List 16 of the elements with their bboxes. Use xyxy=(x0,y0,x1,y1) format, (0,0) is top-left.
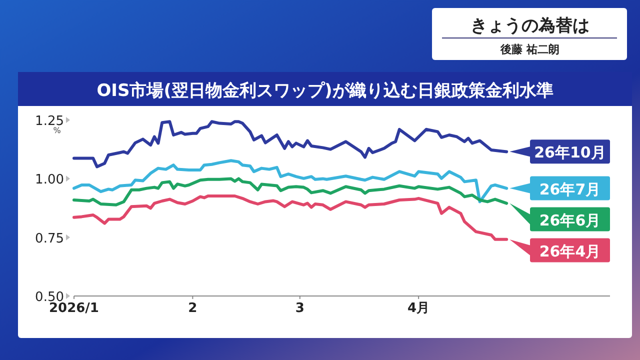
line-series xyxy=(72,177,508,206)
x-tick-label: 4月 xyxy=(408,301,430,316)
line-series xyxy=(72,194,508,241)
text: きょうの為替は xyxy=(470,16,590,36)
legend-label: 26年10月 xyxy=(534,144,606,162)
line-series xyxy=(72,120,508,168)
y-tick-label: 1.00 xyxy=(35,172,64,188)
legend-label: 26年4月 xyxy=(539,242,601,260)
text: 後藤 祐二朗 xyxy=(500,43,560,56)
chart-title: OIS市場(翌日物金利スワップ)が織り込む日銀政策金利水準 xyxy=(96,81,554,101)
legend-label: 26年7月 xyxy=(539,180,601,198)
y-axis-title: % xyxy=(53,126,62,135)
x-tick-label: 3 xyxy=(295,301,304,316)
x-tick-label: 2 xyxy=(188,301,198,316)
legend-label: 26年6月 xyxy=(539,211,601,230)
y-tick-label: 0.75 xyxy=(35,231,64,246)
